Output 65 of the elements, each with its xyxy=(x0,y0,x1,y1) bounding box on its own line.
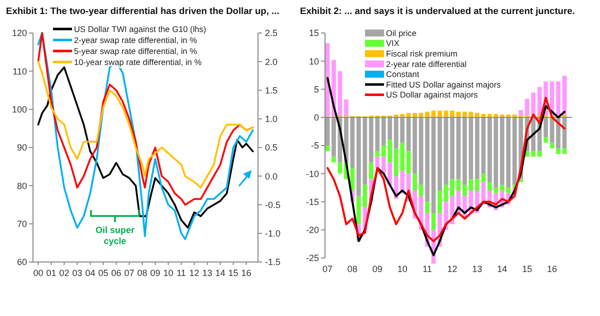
x-tick-label: 15 xyxy=(522,264,532,274)
legend-label: 2-year swap rate differential, in % xyxy=(74,34,198,45)
x-tick-label: 07 xyxy=(124,268,134,278)
y-tick-label: -15 xyxy=(306,196,319,207)
x-tick-label: 09 xyxy=(372,264,382,274)
y2-tick-label: -1.0 xyxy=(265,228,281,239)
legend-label: VIX xyxy=(386,38,400,48)
y-tick-label: 70 xyxy=(16,218,27,229)
legend-label: Fitted US Dollar against majors xyxy=(386,79,501,90)
x-tick-label: 10 xyxy=(163,268,174,278)
x-tick-label: 13 xyxy=(472,264,482,274)
y2-tick-label: -0.5 xyxy=(265,200,281,210)
y-tick-label: -5 xyxy=(310,140,319,151)
y-tick-label: 90 xyxy=(16,142,27,153)
y-tick-label: 15 xyxy=(308,28,319,38)
y-tick-label: 80 xyxy=(16,180,27,191)
x-tick-label: 12 xyxy=(447,264,458,274)
chart-title: Exhibit 1: The two-year differential has driven the Dollar up, ... xyxy=(6,6,280,16)
x-tick-label: 02 xyxy=(59,268,70,278)
y2-tick-label: 1.0 xyxy=(265,114,278,124)
y-tick-label: 10 xyxy=(308,56,319,66)
x-tick-label: 15 xyxy=(228,268,238,278)
x-tick-label: 01 xyxy=(46,268,56,278)
x-tick-label: 12 xyxy=(189,268,200,278)
y2-tick-label: 2.0 xyxy=(265,56,278,67)
legend-label: US Dollar TWI against the G10 (lhs) xyxy=(74,24,206,34)
x-tick-label: 10 xyxy=(397,264,408,274)
x-tick-label: 14 xyxy=(215,268,226,278)
legend-label: Fiscal risk premium xyxy=(386,48,458,59)
y-tick-label: -25 xyxy=(306,253,319,264)
y-tick-label: 110 xyxy=(12,66,27,76)
x-tick-label: 11 xyxy=(176,268,186,278)
y-tick-label: 5 xyxy=(314,84,319,94)
x-tick-label: 06 xyxy=(111,268,122,278)
chart-title: Exhibit 2: ... and says it is undervalued at the current juncture. xyxy=(300,6,575,16)
x-tick-label: 14 xyxy=(497,264,508,274)
legend-label: US Dollar against majors xyxy=(386,90,478,100)
legend-label: 2-year rate differential xyxy=(386,58,467,69)
y2-tick-label: 2.5 xyxy=(265,28,278,38)
x-tick-label: 11 xyxy=(422,264,432,274)
y-tick-label: -20 xyxy=(306,225,319,236)
y2-tick-label: -1.5 xyxy=(265,257,281,268)
x-tick-label: 05 xyxy=(98,268,108,278)
y2-tick-label: 1.5 xyxy=(265,85,278,96)
legend-label: Constant xyxy=(386,69,420,80)
y-tick-label: -10 xyxy=(306,168,319,179)
x-tick-label: 09 xyxy=(150,268,160,278)
annotation: Oil super cycle xyxy=(95,225,135,246)
x-tick-label: 16 xyxy=(547,264,558,274)
legend-label: Oil price xyxy=(386,28,417,38)
x-tick-label: 00 xyxy=(33,268,44,278)
x-tick-label: 07 xyxy=(322,264,333,274)
x-tick-label: 13 xyxy=(202,268,212,278)
y2-tick-label: 0.5 xyxy=(265,142,278,153)
x-tick-label: 03 xyxy=(72,268,82,278)
legend-label: 5-year swap rate differential, in % xyxy=(74,46,198,56)
y2-tick-label: 0.0 xyxy=(265,171,278,182)
x-tick-label: 04 xyxy=(85,268,96,278)
x-tick-label: 08 xyxy=(347,264,358,274)
x-tick-label: 16 xyxy=(241,268,252,278)
y-tick-label: 120 xyxy=(12,28,27,38)
x-tick-label: 08 xyxy=(137,268,148,278)
y-tick-label: 0 xyxy=(314,112,319,123)
y-tick-label: 100 xyxy=(12,104,27,114)
y-tick-label: 60 xyxy=(16,257,27,268)
